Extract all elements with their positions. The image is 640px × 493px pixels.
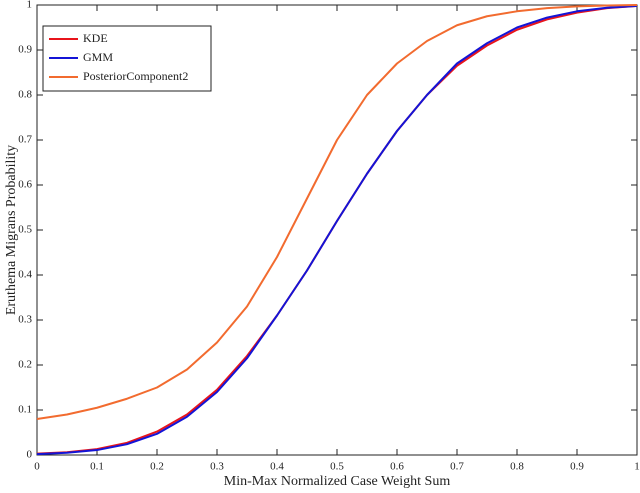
y-tick-label: 0.6 [18,179,32,191]
y-tick-label: 0 [27,449,33,461]
series-line [36,4,638,456]
x-axis-label: Min-Max Normalized Case Weight Sum [224,474,451,489]
y-tick-label: 0.2 [18,359,32,371]
legend-label: GMM [83,50,113,64]
x-tick-label: 0.8 [510,461,524,473]
x-tick-label: 0.5 [330,461,344,473]
y-tick-label: 0.7 [18,134,32,146]
legend-label: PosteriorComponent2 [83,69,188,83]
x-tick-label: 0.9 [570,461,584,473]
x-tick-label: 0.6 [390,461,404,473]
x-tick-label: 0.2 [150,461,164,473]
y-tick-label: 0.8 [18,89,32,101]
y-axis-label: Eruthema Migrans Probability [4,145,19,315]
x-tick-label: 0.1 [90,461,104,473]
y-tick-label: 0.3 [18,314,32,326]
legend-label: KDE [83,31,108,45]
y-tick-label: 0.5 [18,224,32,236]
x-tick-label: 1 [634,461,640,473]
y-tick-label: 0.9 [18,44,32,56]
x-tick-label: 0 [34,461,40,473]
y-tick-label: 0.1 [18,404,32,416]
x-tick-label: 0.4 [270,461,284,473]
series-line [36,4,638,420]
x-tick-label: 0.7 [450,461,464,473]
y-tick-label: 1 [27,0,33,11]
x-tick-label: 0.3 [210,461,224,473]
y-tick-label: 0.4 [18,269,32,281]
